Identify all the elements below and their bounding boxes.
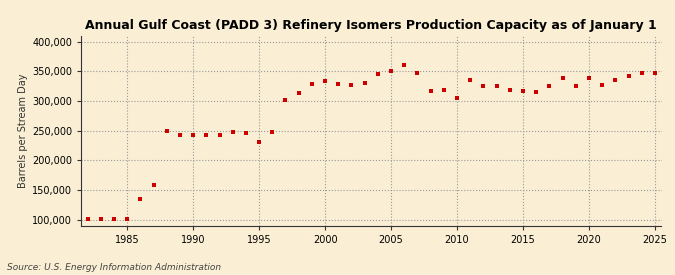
Point bbox=[465, 78, 476, 82]
Point bbox=[227, 130, 238, 134]
Point bbox=[583, 76, 594, 81]
Point bbox=[373, 72, 383, 76]
Point bbox=[214, 133, 225, 137]
Point bbox=[293, 90, 304, 95]
Point bbox=[254, 140, 265, 145]
Point bbox=[95, 217, 106, 221]
Point bbox=[188, 133, 198, 138]
Point bbox=[570, 84, 581, 88]
Title: Annual Gulf Coast (PADD 3) Refinery Isomers Production Capacity as of January 1: Annual Gulf Coast (PADD 3) Refinery Isom… bbox=[85, 19, 657, 32]
Point bbox=[491, 84, 502, 88]
Point bbox=[623, 74, 634, 78]
Point bbox=[399, 63, 410, 68]
Point bbox=[478, 84, 489, 88]
Point bbox=[346, 83, 357, 87]
Point bbox=[504, 87, 515, 92]
Point bbox=[610, 78, 621, 82]
Point bbox=[452, 96, 462, 100]
Point bbox=[412, 70, 423, 75]
Point bbox=[267, 130, 277, 134]
Point bbox=[320, 79, 331, 84]
Point bbox=[649, 70, 660, 75]
Y-axis label: Barrels per Stream Day: Barrels per Stream Day bbox=[18, 73, 28, 188]
Point bbox=[240, 131, 251, 135]
Point bbox=[531, 90, 541, 94]
Point bbox=[201, 133, 212, 137]
Point bbox=[557, 76, 568, 80]
Point bbox=[280, 98, 291, 102]
Point bbox=[425, 89, 436, 93]
Point bbox=[359, 81, 370, 85]
Point bbox=[333, 82, 344, 87]
Point bbox=[148, 183, 159, 187]
Point bbox=[161, 129, 172, 133]
Point bbox=[544, 84, 555, 88]
Point bbox=[438, 88, 449, 92]
Point bbox=[306, 82, 317, 86]
Point bbox=[597, 83, 608, 87]
Point bbox=[109, 217, 119, 221]
Point bbox=[135, 197, 146, 201]
Point bbox=[82, 217, 93, 221]
Point bbox=[122, 217, 132, 221]
Point bbox=[518, 89, 529, 93]
Point bbox=[637, 70, 647, 75]
Text: Source: U.S. Energy Information Administration: Source: U.S. Energy Information Administ… bbox=[7, 263, 221, 272]
Point bbox=[175, 133, 186, 137]
Point bbox=[385, 69, 396, 73]
